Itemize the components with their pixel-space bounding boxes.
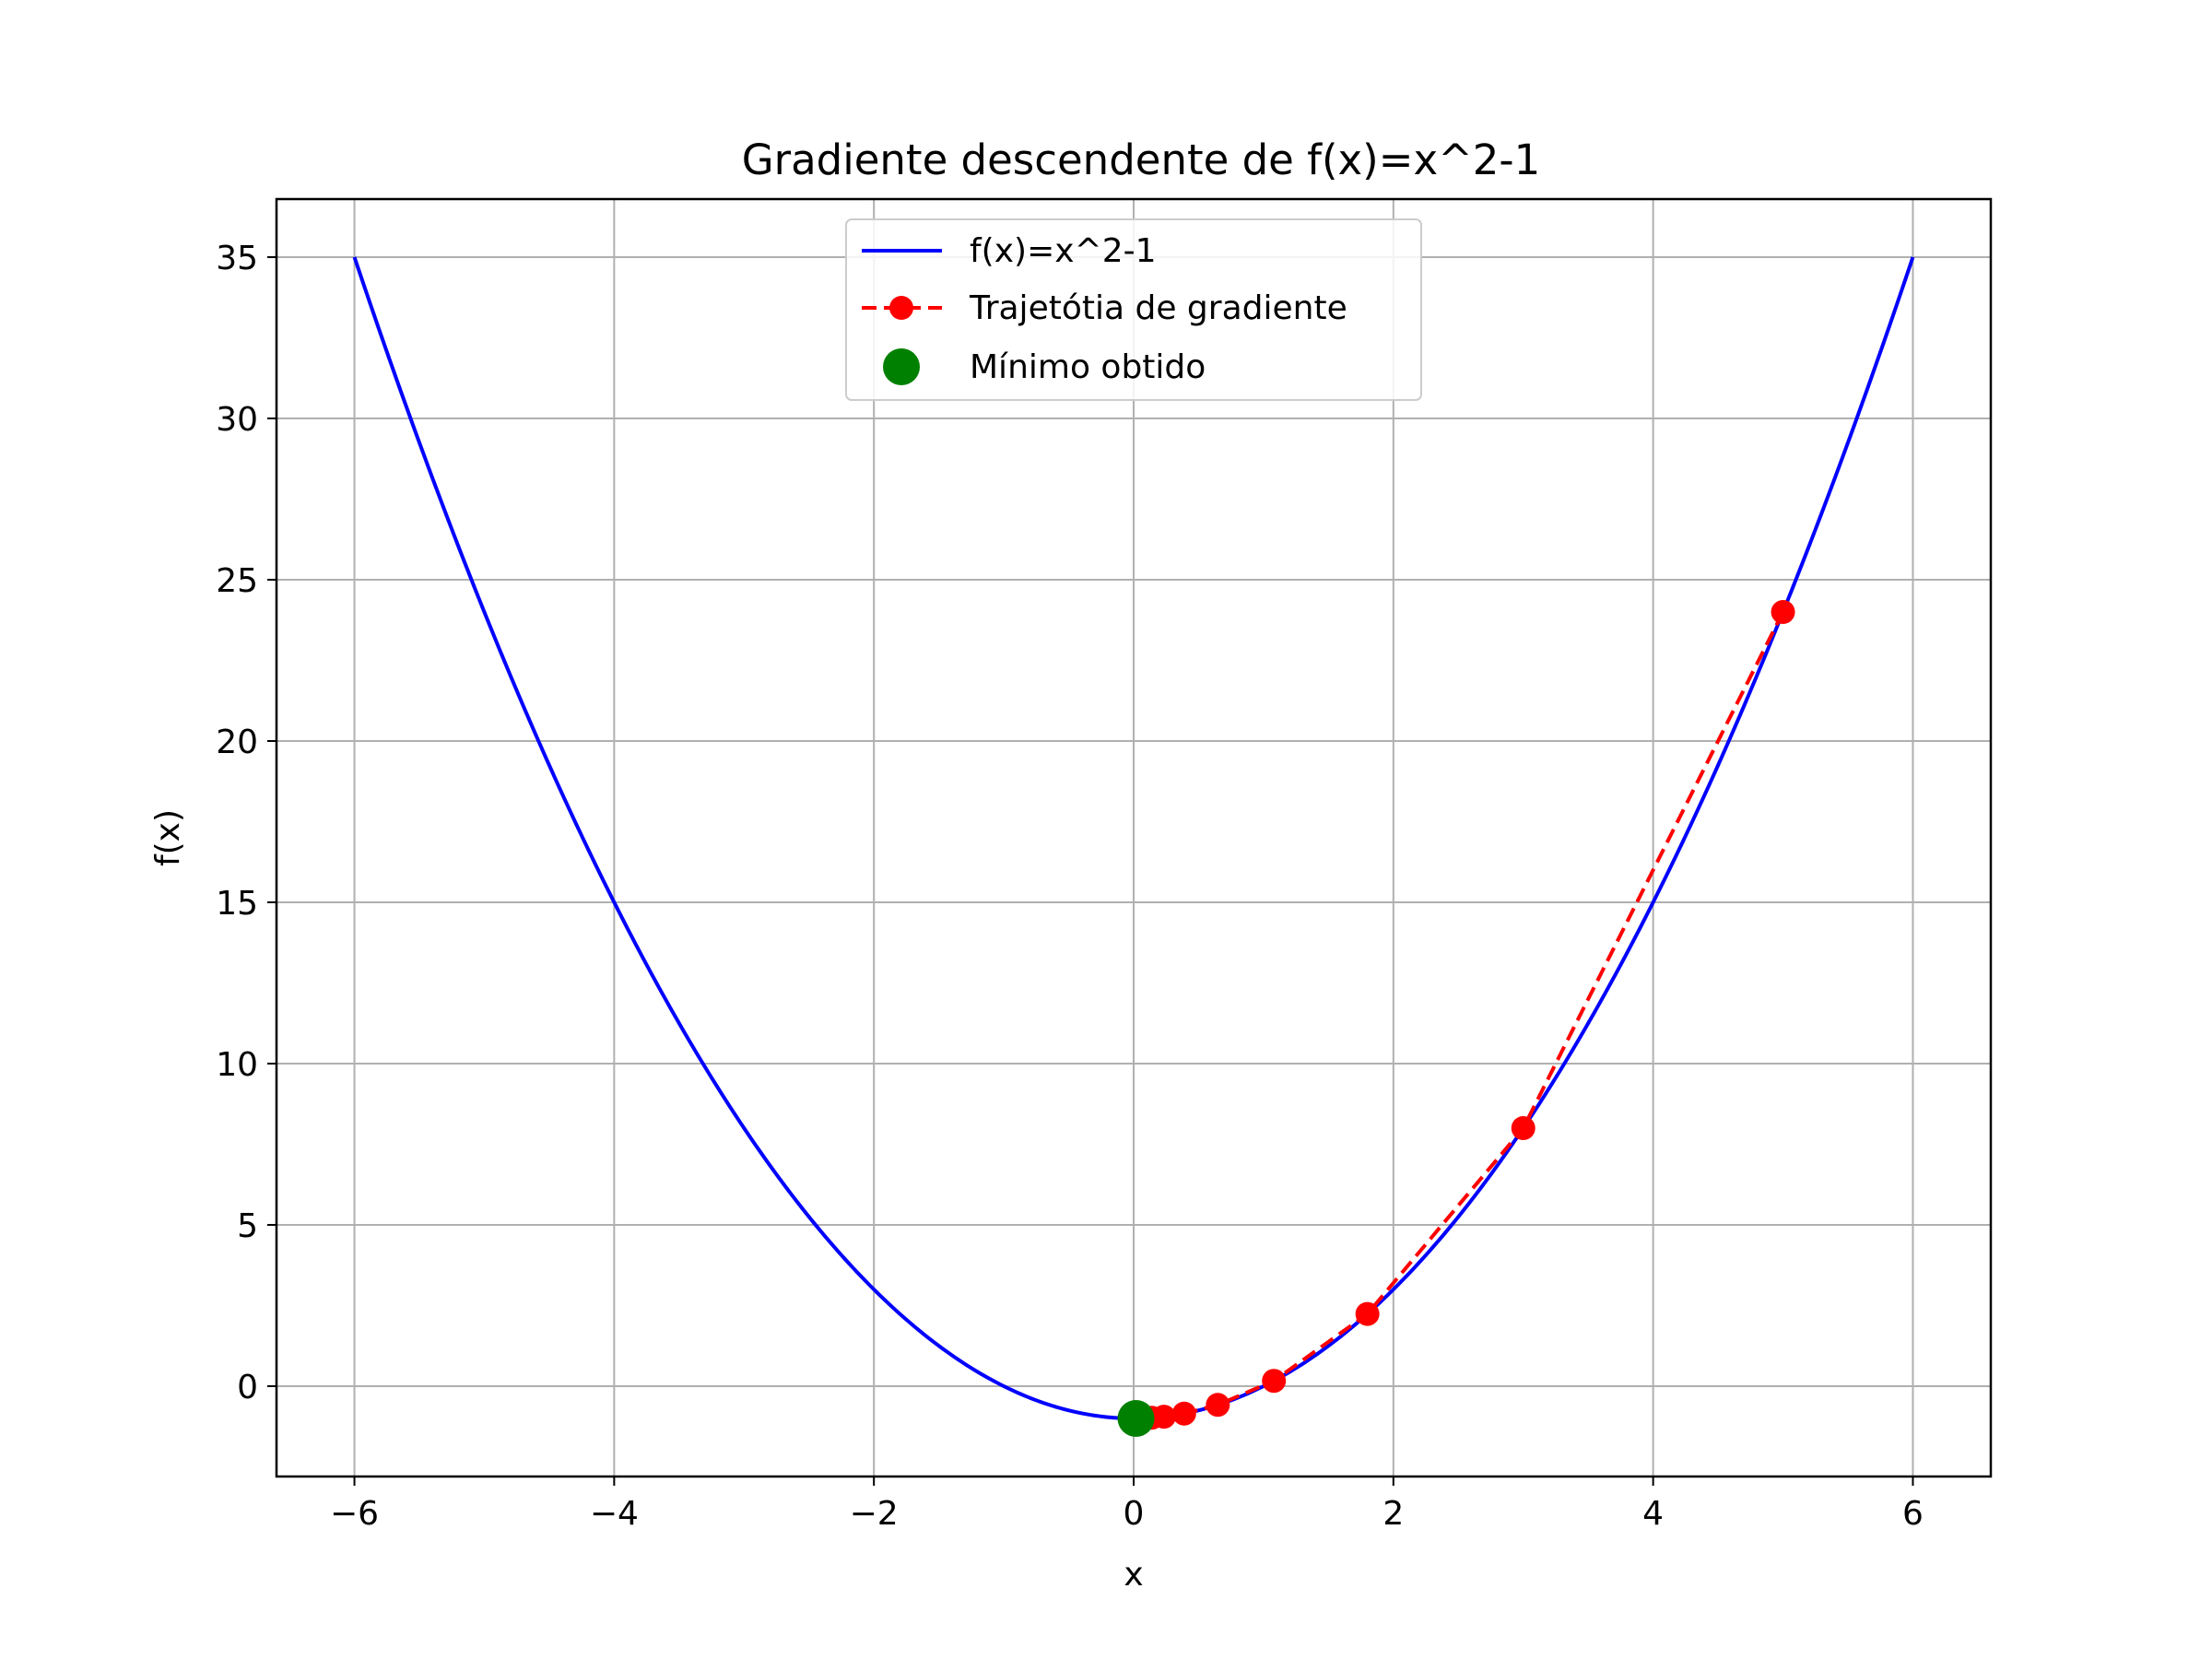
- y-ticks: 0 5 10 15 20 25 30 35: [216, 240, 276, 1406]
- trajectory-point: [1262, 1369, 1287, 1394]
- legend-box: [845, 218, 1422, 401]
- chart-title: Gradiente descendente de f(x)=x^2-1: [742, 135, 1541, 184]
- legend-label-trajectory: Trajetótia de gradiente: [969, 289, 1347, 327]
- legend-label-minimum: Mínimo obtido: [970, 348, 1206, 386]
- y-tick-label: 25: [216, 562, 258, 600]
- plot-area: [352, 256, 1915, 1437]
- trajectory-point: [1355, 1301, 1380, 1326]
- x-ticks: −6 −4 −2 0 2 4 6: [330, 1477, 1924, 1533]
- x-tick-label: −4: [590, 1495, 639, 1533]
- y-axis-label: f(x): [149, 809, 187, 866]
- y-tick-label: 30: [216, 401, 258, 439]
- x-axis-label: x: [1124, 1556, 1143, 1594]
- minimum-point: [1117, 1400, 1155, 1437]
- x-tick-label: 0: [1124, 1495, 1145, 1533]
- x-tick-label: −6: [330, 1495, 379, 1533]
- trajectory-point: [1171, 1401, 1196, 1426]
- legend: f(x)=x^2-1 Trajetótia de gradiente Mínim…: [845, 218, 1422, 401]
- trajectory-point: [1771, 600, 1795, 624]
- y-tick-label: 0: [237, 1369, 258, 1406]
- y-tick-label: 5: [237, 1207, 258, 1245]
- y-tick-label: 35: [216, 240, 258, 277]
- x-tick-label: 4: [1642, 1495, 1664, 1533]
- y-tick-label: 15: [216, 885, 258, 923]
- x-tick-label: −2: [850, 1495, 899, 1533]
- trajectory-point: [1511, 1116, 1535, 1140]
- legend-marker-minimum: [883, 348, 920, 385]
- y-tick-label: 10: [216, 1046, 258, 1084]
- trajectory-point: [1206, 1393, 1230, 1418]
- legend-marker-trajectory: [889, 296, 913, 320]
- x-tick-label: 6: [1902, 1495, 1924, 1533]
- legend-label-curve: f(x)=x^2-1: [970, 232, 1157, 270]
- x-tick-label: 2: [1382, 1495, 1404, 1533]
- y-tick-label: 20: [216, 724, 258, 761]
